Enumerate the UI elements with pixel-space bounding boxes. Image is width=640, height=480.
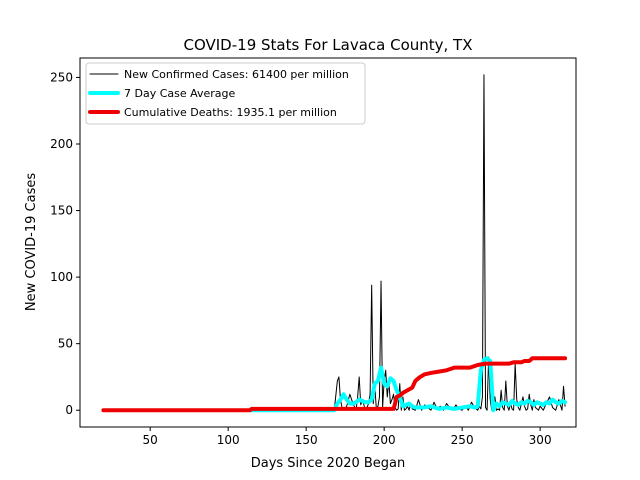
y-axis: 0 50 100 150 200 250	[50, 70, 80, 417]
legend-frame	[85, 62, 366, 125]
y-tick-label: 0	[65, 403, 73, 417]
series-line-1	[249, 356, 568, 413]
plot-area	[101, 74, 568, 413]
x-tick-label: 300	[529, 433, 552, 447]
y-tick-label: 50	[58, 337, 73, 351]
legend: New Confirmed Cases: 61400 per million 7 …	[85, 62, 366, 125]
x-tick-label: 150	[295, 433, 318, 447]
legend-label-2: Cumulative Deaths: 1935.1 per million	[124, 106, 337, 119]
legend-label-1: 7 Day Case Average	[124, 87, 236, 100]
y-tick-label: 100	[50, 270, 73, 284]
x-axis: 50 100 150 200 250 300	[143, 427, 552, 447]
series-line-2	[101, 356, 568, 413]
legend-label-0: New Confirmed Cases: 61400 per million	[124, 68, 349, 81]
y-tick-label: 200	[50, 137, 73, 151]
y-axis-label: New COVID-19 Cases	[24, 173, 39, 311]
y-tick-label: 150	[50, 204, 73, 218]
x-tick-label: 50	[143, 433, 158, 447]
plot-frame	[79, 57, 577, 428]
x-axis-label: Days Since 2020 Began	[251, 456, 406, 471]
y-tick-label: 250	[50, 70, 73, 84]
x-tick-label: 100	[217, 433, 240, 447]
x-tick-label: 250	[451, 433, 474, 447]
chart-title: COVID-19 Stats For Lavaca County, TX	[183, 36, 472, 54]
x-tick-label: 200	[373, 433, 396, 447]
